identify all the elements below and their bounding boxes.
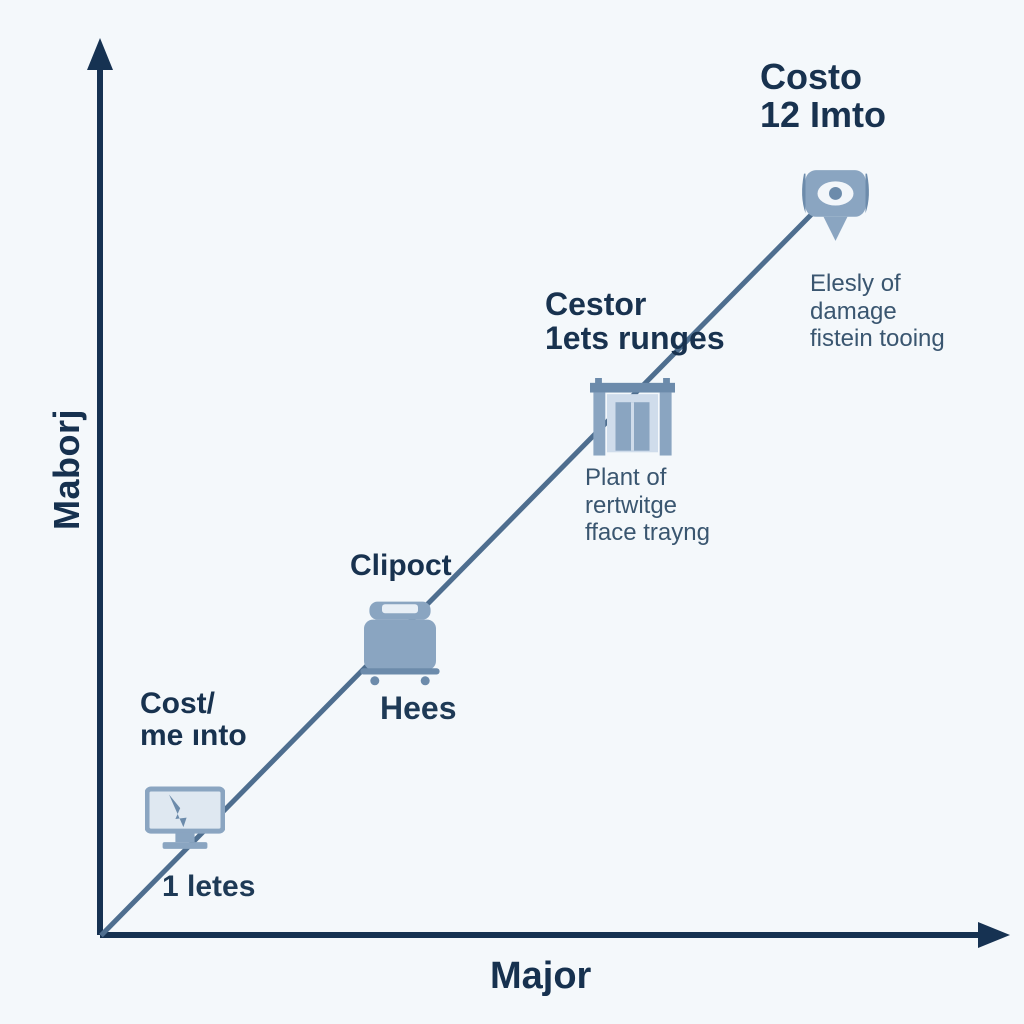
data-point-2-sub: Hees xyxy=(380,690,457,727)
gate-icon xyxy=(590,378,675,464)
data-point-4-desc: Elesly of damage fistein tooing xyxy=(810,270,945,353)
x-axis-label: Major xyxy=(490,955,591,998)
data-point-1-title: Cost/ me ınto xyxy=(140,688,247,751)
data-point-2-title: Clipoct xyxy=(350,550,452,582)
eye-marker-icon xyxy=(798,165,873,256)
data-point-3-title: Cestor 1ets runges xyxy=(545,288,725,355)
x-axis-line xyxy=(100,932,982,938)
chart-background xyxy=(0,0,1024,1024)
data-point-1-sub: 1 letes xyxy=(162,870,255,905)
x-axis-arrow-icon xyxy=(978,922,1010,948)
data-point-3-desc: Plant of rertwitge fface trayng xyxy=(585,464,710,547)
y-axis-arrow-icon xyxy=(87,38,113,70)
data-point-4-title: Costo 12 Imto xyxy=(760,58,886,134)
monitor-icon xyxy=(145,785,225,858)
y-axis-label: Maborj xyxy=(46,409,88,530)
chart-canvas: Maborj Major Cost/ me ınto 1 letes Clipo… xyxy=(0,0,1024,1024)
y-axis-line xyxy=(97,66,103,935)
machine-icon xyxy=(355,598,445,693)
